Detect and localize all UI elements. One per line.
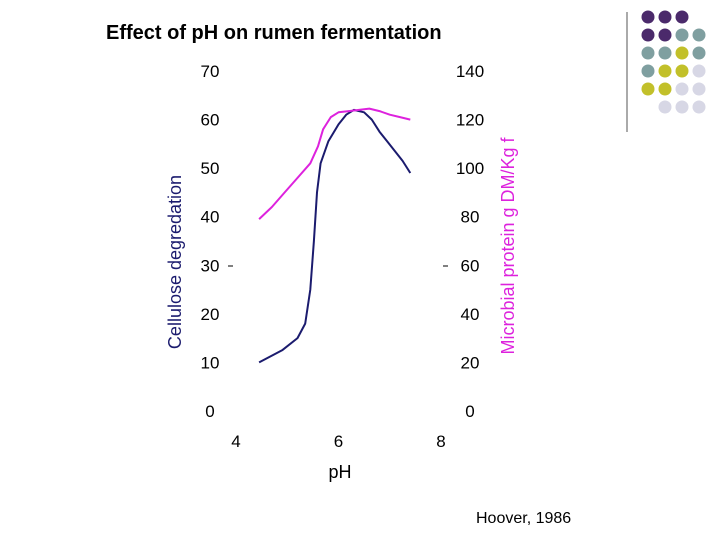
y-left-tick-label: 40 (201, 208, 220, 227)
decor-dot (641, 82, 655, 96)
decor-dot (641, 64, 655, 78)
x-axis-ticks: 4 6 8 (231, 432, 445, 451)
y-axis-left-ticks: 0 10 20 30 40 50 60 70 (201, 62, 220, 421)
x-tick-label: 4 (231, 432, 240, 451)
y-right-tick-label: 60 (461, 256, 480, 275)
y-right-tick-label: 140 (456, 62, 484, 81)
decor-dot (658, 82, 672, 96)
y-left-tick-label: 10 (201, 353, 220, 372)
y-left-tick-label: 20 (201, 305, 220, 324)
decor-dots (641, 10, 706, 114)
decor-dot (658, 100, 672, 114)
x-tick-label: 8 (436, 432, 445, 451)
y-axis-left-label: Cellulose degredation (165, 175, 185, 349)
series-line-cellulose (258, 108, 412, 364)
y-left-tick-label: 30 (201, 256, 220, 275)
decor-dot (641, 46, 655, 60)
decor-dot (675, 64, 689, 78)
y-left-tick-label: 70 (201, 62, 220, 81)
decor-dot (658, 64, 672, 78)
y-right-tick-label: 0 (465, 402, 474, 421)
decor-dot (658, 46, 672, 60)
decor-dot (658, 10, 672, 24)
y-right-tick-label: 120 (456, 111, 484, 130)
decor-dot (641, 28, 655, 42)
y-right-tick-label: 100 (456, 159, 484, 178)
x-tick-label: 6 (334, 432, 343, 451)
y-left-tick-label: 50 (201, 159, 220, 178)
decor-dot (692, 46, 706, 60)
decor-dot (692, 28, 706, 42)
y-left-tick-label: 60 (201, 111, 220, 130)
citation: Hoover, 1986 (476, 510, 572, 527)
y-axis-right-label: Microbial protein g DM/Kg f (498, 136, 518, 354)
series-line-microbial-protein (258, 107, 411, 220)
y-right-tick-label: 80 (461, 208, 480, 227)
decor-dot (675, 46, 689, 60)
decor-dot (675, 82, 689, 96)
decor-dot (675, 28, 689, 42)
decor-dot (692, 100, 706, 114)
decor-dot (675, 100, 689, 114)
decor-dot (692, 82, 706, 96)
y-right-tick-label: 40 (461, 305, 480, 324)
y-right-tick-label: 20 (461, 353, 480, 372)
series-group (258, 107, 412, 364)
decor-dot (641, 10, 655, 24)
x-axis-label: pH (328, 462, 351, 482)
y-left-tick-label: 0 (205, 402, 214, 421)
slide-title: Effect of pH on rumen fermentation (106, 22, 442, 44)
decor-dot (692, 64, 706, 78)
decor-dot (658, 28, 672, 42)
decor-dot (675, 10, 689, 24)
y-axis-right-ticks: 0 20 40 60 80 100 120 140 (456, 62, 484, 421)
